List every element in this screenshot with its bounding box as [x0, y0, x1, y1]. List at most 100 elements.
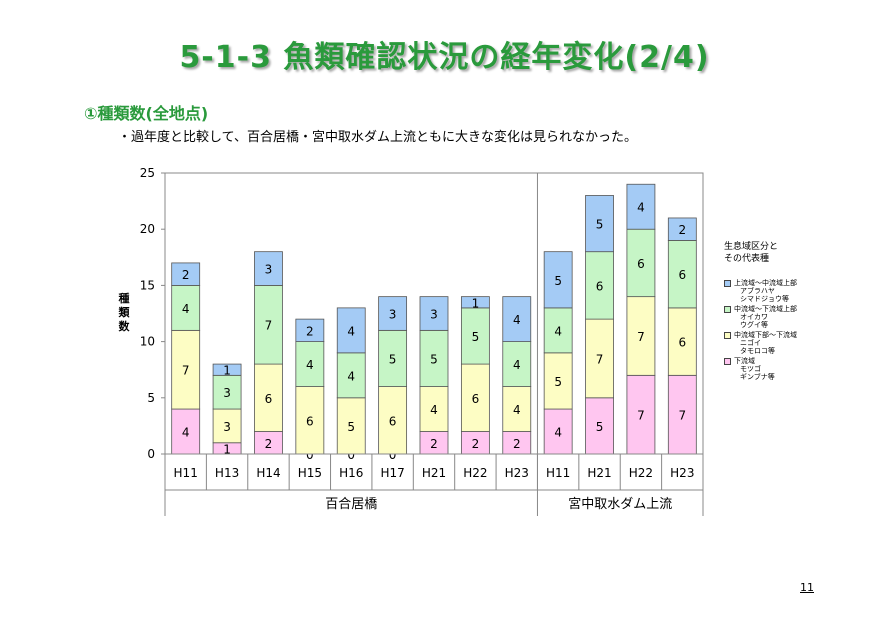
- category-label: H23: [670, 466, 694, 480]
- data-label: 4: [182, 302, 190, 316]
- data-label: 2: [513, 437, 521, 451]
- category-label: H21: [587, 466, 611, 480]
- bar-segment: [667, 240, 697, 309]
- y-tick-label: 25: [140, 166, 155, 180]
- data-label: 7: [637, 409, 645, 423]
- bar-segment: [254, 251, 283, 286]
- y-tick-label: 5: [147, 391, 155, 405]
- bar-segment: [502, 386, 532, 432]
- data-label: 7: [637, 330, 645, 344]
- data-label: 4: [182, 426, 190, 440]
- bar-segment: [336, 352, 366, 399]
- bar-segment: [585, 318, 614, 399]
- data-label: 6: [389, 414, 397, 428]
- legend-species: ニゴイ: [740, 339, 761, 347]
- y-tick-label: 15: [140, 278, 155, 292]
- data-label: 6: [637, 257, 645, 271]
- data-label: 3: [265, 263, 273, 277]
- data-label: 4: [347, 324, 355, 338]
- data-label: 4: [554, 426, 562, 440]
- bar-segment: [419, 329, 449, 387]
- data-label: 4: [637, 201, 645, 215]
- data-label: 5: [430, 352, 438, 366]
- data-label: 2: [472, 437, 480, 451]
- data-label: 3: [223, 420, 231, 434]
- data-label: 5: [554, 375, 562, 389]
- data-label: 1: [223, 442, 231, 456]
- legend-swatch: [724, 357, 731, 365]
- bar-segment: [171, 262, 201, 286]
- bar-segment: [378, 386, 408, 455]
- legend-label: 上流域～中流域上部: [734, 279, 797, 287]
- legend-species: タモロコ等: [740, 347, 775, 355]
- y-axis-label-char: 種: [119, 291, 130, 305]
- bar-segment: [336, 307, 366, 354]
- legend-swatch: [724, 279, 731, 287]
- bar-segment: [295, 318, 325, 342]
- data-label: 4: [513, 403, 521, 417]
- bar-segment: [378, 296, 408, 331]
- data-label: 7: [678, 409, 686, 423]
- legend-title-line1: 生息域区分と: [724, 242, 779, 252]
- legend-entry: 中流域下部～下流域 ニゴイ タモロコ等: [724, 331, 797, 355]
- legend-swatch: [724, 331, 731, 339]
- data-label: 4: [347, 369, 355, 383]
- data-label: 4: [554, 324, 562, 338]
- bar-segment: [667, 217, 697, 241]
- category-label: H21: [422, 466, 446, 480]
- legend-label: 中流域～下流域上部: [734, 305, 797, 313]
- legend-title: 生息域区分と その代表種: [724, 241, 778, 265]
- data-label: 5: [596, 420, 604, 434]
- category-label: H13: [215, 466, 239, 480]
- data-label: 2: [678, 223, 686, 237]
- data-label: 6: [678, 268, 686, 282]
- legend-species: オイカワ: [740, 313, 768, 321]
- bar-segment: [543, 307, 573, 354]
- bar-segment: [502, 296, 532, 343]
- category-label: H23: [505, 466, 529, 480]
- data-label: 4: [306, 358, 314, 372]
- y-tick-label: 0: [147, 447, 155, 461]
- data-label: 6: [472, 392, 480, 406]
- data-label: 3: [389, 308, 397, 322]
- category-label: H16: [339, 466, 363, 480]
- bar-segment: [543, 408, 573, 455]
- legend-species: ウグイ等: [740, 321, 768, 329]
- data-label: 1: [472, 296, 480, 310]
- data-label: 6: [265, 392, 273, 406]
- bar-segment: [419, 386, 449, 432]
- legend-label: 中流域下部～下流域: [734, 331, 797, 339]
- data-label: 6: [596, 279, 604, 293]
- bar-segment: [212, 363, 242, 376]
- legend-species: モツゴ: [740, 365, 761, 373]
- bar-segment: [585, 397, 614, 455]
- legend-title-line2: その代表種: [724, 254, 770, 264]
- data-label: 3: [223, 386, 231, 400]
- bar-segment: [295, 341, 325, 387]
- legend-species: ギンブナ等: [740, 373, 775, 381]
- data-label: 2: [430, 437, 438, 451]
- data-label: 2: [265, 437, 273, 451]
- category-label: H11: [174, 466, 198, 480]
- bar-segment: [626, 374, 656, 455]
- data-label: 0: [389, 448, 397, 462]
- category-label: H17: [380, 466, 404, 480]
- data-label: 7: [182, 364, 190, 378]
- legend-swatch: [724, 305, 731, 313]
- bar-segment: [460, 307, 490, 365]
- data-label: 4: [513, 358, 521, 372]
- bar-segment: [626, 228, 656, 298]
- legend-entry: 下流域 モツゴ ギンブナ等: [724, 357, 775, 381]
- data-label: 0: [347, 448, 355, 462]
- bar-segment: [295, 386, 325, 455]
- data-label: 5: [347, 420, 355, 434]
- bar-segment: [419, 296, 449, 331]
- legend-species: シマドジョウ等: [740, 295, 789, 303]
- y-tick-label: 10: [140, 335, 155, 349]
- data-label: 5: [596, 218, 604, 232]
- category-label: H22: [463, 466, 487, 480]
- bar-segment: [543, 251, 573, 309]
- bar-segment: [667, 307, 697, 376]
- legend-species: アブラハヤ: [740, 287, 775, 295]
- legend-entry: 上流域～中流域上部 アブラハヤ シマドジョウ等: [724, 279, 797, 303]
